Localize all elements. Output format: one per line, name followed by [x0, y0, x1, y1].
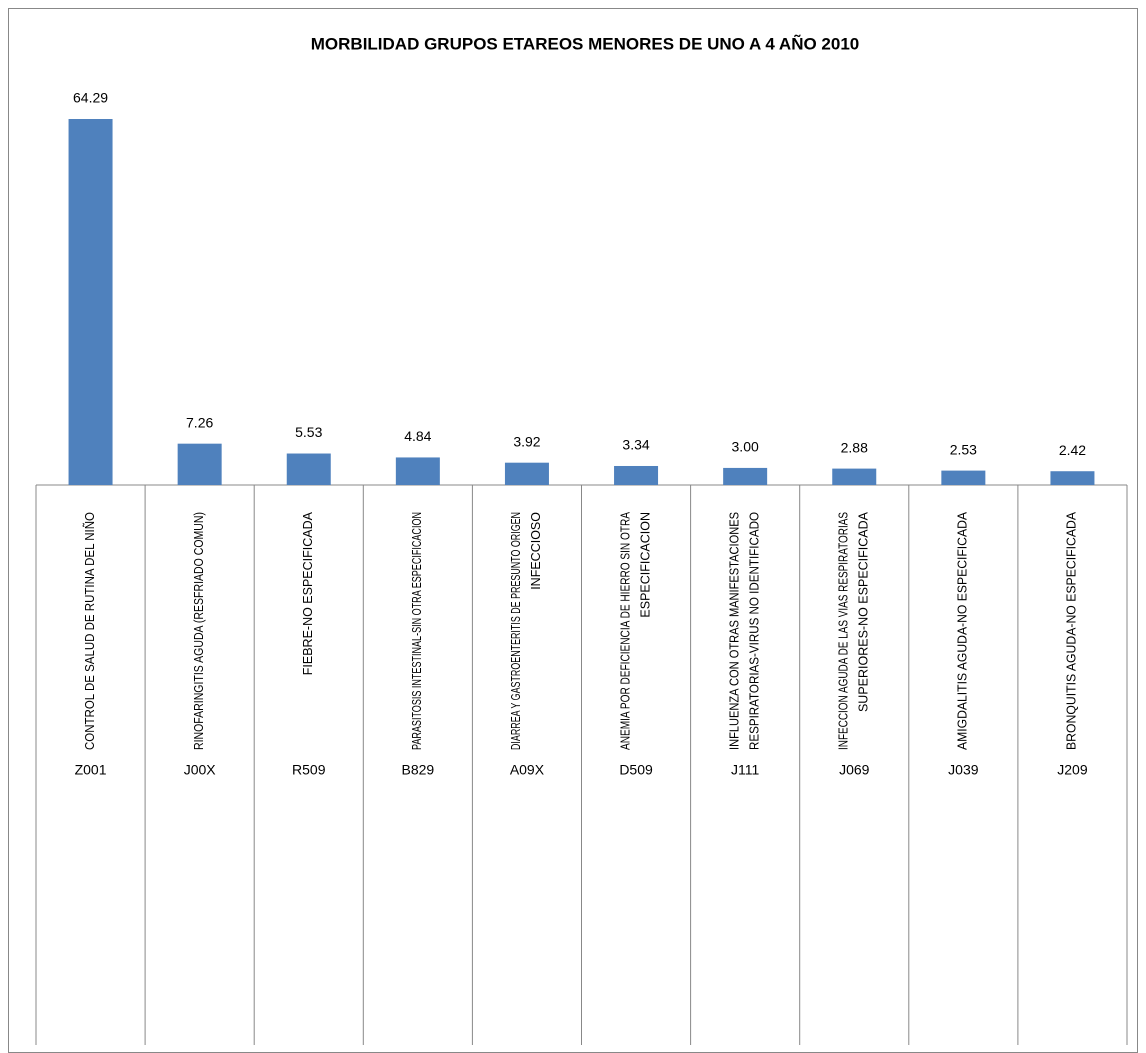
bar	[1050, 471, 1095, 485]
bar	[832, 468, 877, 485]
bar	[395, 457, 440, 485]
value-label: 3.00	[732, 439, 759, 455]
bar	[68, 119, 113, 485]
chart-frame	[8, 8, 1138, 1053]
category-code: D509	[619, 762, 653, 778]
value-label: 4.84	[404, 428, 431, 444]
category-code: J111	[731, 762, 759, 778]
description-line: INFECCIOSO	[529, 512, 543, 590]
category-code: B829	[401, 762, 434, 778]
category-description: ANEMIA POR DEFICIENCIA DE HIERRO SIN OTR…	[618, 511, 652, 750]
chart-title: MORBILIDAD GRUPOS ETAREOS MENORES DE UNO…	[311, 33, 859, 53]
bar	[941, 470, 986, 485]
category-code: J069	[839, 762, 870, 778]
description-line: DIARREA Y GASTROENTERITIS DE PRESUNTO OR…	[509, 512, 523, 750]
category-description: BRONQUITIS AGUDA-NO ESPECIFICADA	[1065, 511, 1079, 750]
description-line: RINOFARINGITIS AGUDA (RESFRIADO COMUN)	[192, 512, 206, 750]
category-code: J00X	[184, 762, 217, 778]
description-line: ESPECIFICACION	[638, 512, 652, 618]
category-description: RINOFARINGITIS AGUDA (RESFRIADO COMUN)	[192, 512, 206, 750]
bar	[723, 467, 768, 485]
description-line: PARASITOSIS INTESTINAL-SIN OTRA ESPECIFI…	[410, 512, 424, 750]
category-description: INFECCION AGUDA DE LAS VIAS RESPIRATORIA…	[837, 511, 871, 750]
bar	[504, 462, 549, 485]
description-line: INFLUENZA CON OTRAS MANIFESTACIONES	[727, 512, 741, 750]
value-label: 3.92	[513, 433, 540, 449]
value-label: 2.53	[950, 441, 977, 457]
category-code: Z001	[75, 762, 107, 778]
category-description: DIARREA Y GASTROENTERITIS DE PRESUNTO OR…	[509, 512, 543, 750]
value-label: 2.88	[841, 439, 868, 455]
bar	[614, 465, 659, 485]
category-code: J039	[948, 762, 979, 778]
value-label: 2.42	[1059, 442, 1086, 458]
description-line: AMIGDALITIS AGUDA-NO ESPECIFICADA	[956, 511, 970, 750]
description-line: SUPERIORES-NO ESPECIFICADA	[857, 511, 871, 712]
bar	[286, 453, 331, 485]
category-code: J209	[1057, 762, 1088, 778]
category-code: R509	[292, 762, 326, 778]
description-line: BRONQUITIS AGUDA-NO ESPECIFICADA	[1065, 511, 1079, 750]
value-label: 7.26	[186, 414, 213, 430]
bar	[177, 443, 222, 485]
category-code: A09X	[510, 762, 545, 778]
description-line: INFECCION AGUDA DE LAS VIAS RESPIRATORIA…	[837, 512, 851, 750]
category-description: FIEBRE-NO ESPECIFICADA	[301, 511, 315, 675]
category-description: PARASITOSIS INTESTINAL-SIN OTRA ESPECIFI…	[410, 512, 424, 750]
description-line: FIEBRE-NO ESPECIFICADA	[301, 511, 315, 675]
value-label: 5.53	[295, 424, 322, 440]
category-description: INFLUENZA CON OTRAS MANIFESTACIONES RESPI…	[727, 512, 761, 750]
description-line: RESPIRATORIAS-VIRUS NO IDENTIFICADO	[747, 512, 761, 750]
category-description: AMIGDALITIS AGUDA-NO ESPECIFICADA	[956, 511, 970, 750]
category-description: CONTROL DE SALUD DE RUTINA DEL NIÑO	[83, 512, 97, 750]
description-line: CONTROL DE SALUD DE RUTINA DEL NIÑO	[83, 512, 97, 750]
value-label: 64.29	[73, 90, 108, 106]
value-label: 3.34	[622, 437, 649, 453]
description-line: ANEMIA POR DEFICIENCIA DE HIERRO SIN OTR…	[618, 511, 632, 750]
